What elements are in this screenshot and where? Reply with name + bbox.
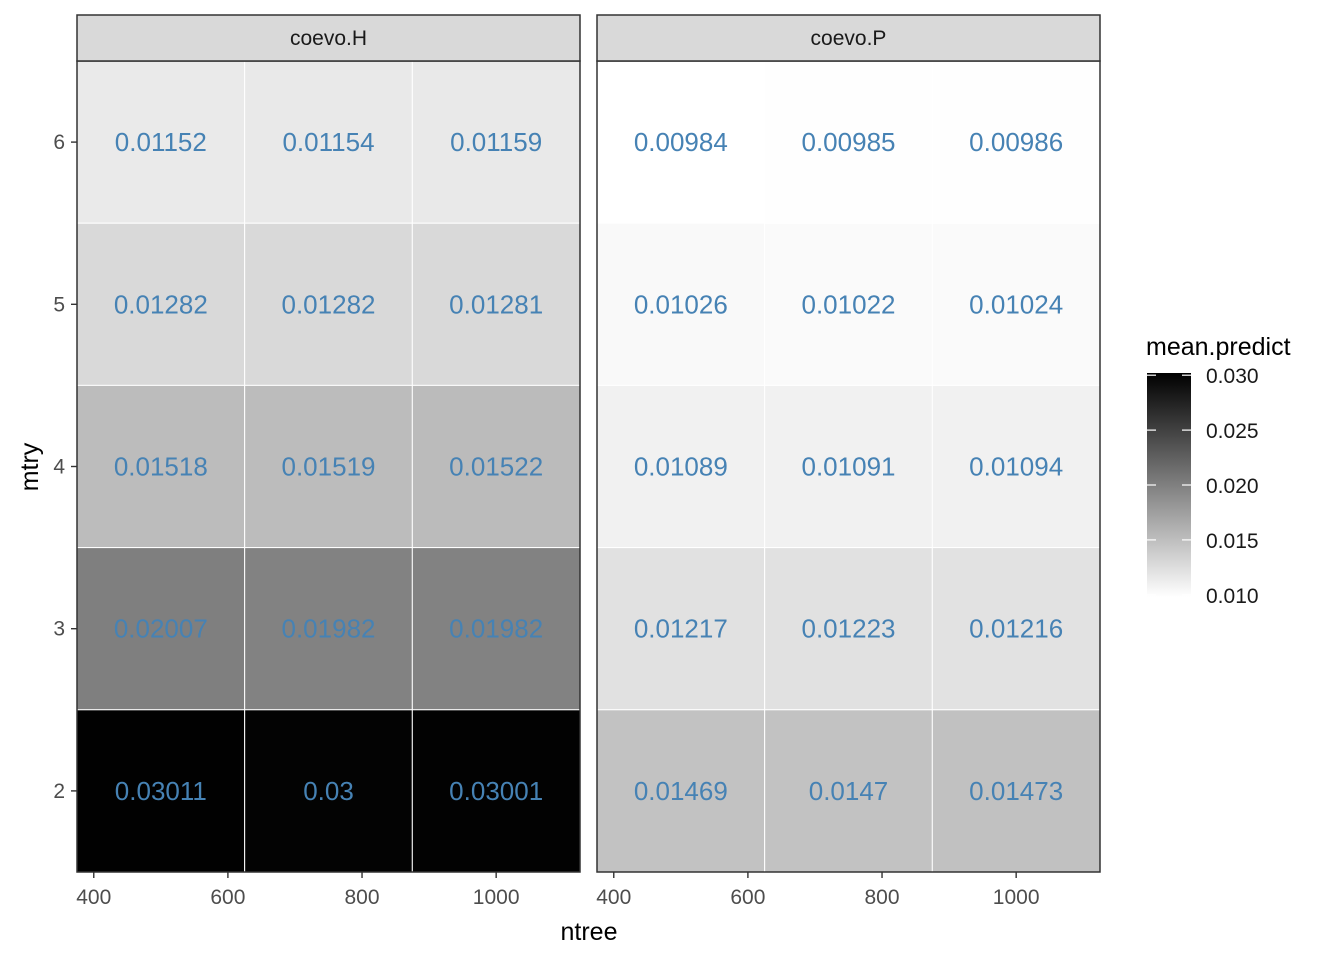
tile-value-label: 0.01022 — [802, 289, 896, 319]
legend-break-label: 0.010 — [1206, 585, 1259, 608]
heatmap-tile — [244, 709, 413, 873]
y-axis-title: mtry — [16, 442, 44, 491]
legend-break-label: 0.030 — [1206, 365, 1259, 388]
tile-value-label: 0.01089 — [634, 452, 728, 482]
y-tick-label: 2 — [53, 780, 65, 803]
heatmap-tile — [411, 547, 581, 711]
legend-break-label: 0.015 — [1206, 530, 1259, 553]
legend-break-label: 0.020 — [1206, 475, 1259, 498]
tile-value-label: 0.01159 — [450, 127, 542, 157]
heatmap-tile — [764, 709, 933, 873]
heatmap-tile — [764, 60, 933, 224]
heatmap-tile — [244, 547, 413, 711]
x-axis-title: ntree — [561, 918, 618, 946]
y-tick-label: 4 — [53, 456, 65, 479]
tile-value-label: 0.01469 — [634, 776, 728, 806]
x-tick-label: 600 — [210, 886, 245, 909]
tile-value-label: 0.03 — [303, 776, 354, 806]
heatmap-tile — [411, 384, 581, 549]
tile-value-label: 0.01982 — [282, 614, 376, 644]
tile-value-label: 0.01518 — [114, 452, 208, 482]
y-tick-label: 5 — [53, 293, 65, 316]
panel-coevo.P: 0.00984 0.00985 0.00986 0.01026 0.01022 0.010… — [596, 14, 1101, 909]
tile-value-label: 0.01223 — [802, 614, 896, 644]
heatmap-tile — [76, 547, 246, 711]
heatmap-tile — [596, 222, 766, 386]
panels: 0.01152 0.01154 0.01159 0.01282 0.01282 0.012… — [53, 14, 1101, 909]
tile-value-label: 0.0147 — [809, 776, 889, 806]
heatmap-tile — [596, 384, 766, 549]
heatmap-tile — [76, 222, 246, 386]
heatmap-tile — [411, 709, 581, 873]
tile-value-label: 0.01473 — [969, 776, 1063, 806]
tile-value-label: 0.01281 — [449, 289, 543, 319]
x-tick-label: 1000 — [473, 886, 520, 909]
heatmap-tile — [764, 222, 933, 386]
heatmap-tile — [764, 384, 933, 549]
tile-value-label: 0.01216 — [969, 614, 1063, 644]
legend-title: mean.predict — [1146, 333, 1291, 361]
heatmap-tile — [596, 709, 766, 873]
tile-value-label: 0.03011 — [115, 776, 207, 806]
tile-value-label: 0.00984 — [634, 127, 728, 157]
facet-strip-label: coevo.H — [290, 27, 367, 50]
heatmap-tile — [931, 709, 1101, 873]
x-tick-label: 400 — [596, 886, 631, 909]
tile-value-label: 0.01519 — [282, 452, 376, 482]
heatmap-tile — [931, 222, 1101, 386]
tile-value-label: 0.01026 — [634, 289, 728, 319]
tile-value-label: 0.01152 — [115, 127, 207, 157]
tile-value-label: 0.01024 — [969, 289, 1063, 319]
heatmap-tile — [411, 222, 581, 386]
tile-value-label: 0.02007 — [114, 614, 208, 644]
heatmap-tile — [764, 547, 933, 711]
tile-value-label: 0.01217 — [634, 614, 728, 644]
tile-value-label: 0.00985 — [802, 127, 896, 157]
tile-value-label: 0.01154 — [282, 127, 374, 157]
tile-value-label: 0.01982 — [449, 614, 543, 644]
tile-value-label: 0.01094 — [969, 452, 1063, 482]
y-tick-label: 3 — [53, 618, 65, 641]
heatmap-tile — [76, 384, 246, 549]
tile-value-label: 0.01091 — [802, 452, 896, 482]
facet-strip — [76, 14, 581, 62]
panel-coevo.H: 0.01152 0.01154 0.01159 0.01282 0.01282 0.012… — [53, 14, 581, 909]
heatmap-tile — [244, 60, 413, 224]
x-tick-label: 800 — [865, 886, 900, 909]
facet-strip — [596, 14, 1101, 62]
tile-value-label: 0.01522 — [449, 452, 543, 482]
heatmap-tile — [596, 547, 766, 711]
facet-strip-label: coevo.P — [811, 27, 887, 50]
tile-value-label: 0.01282 — [114, 289, 208, 319]
heatmap-tile — [244, 384, 413, 549]
x-tick-label: 1000 — [993, 886, 1040, 909]
heatmap-tile — [76, 709, 246, 873]
heatmap-tile — [76, 60, 246, 224]
legend: mean.predict 0.030 0.025 0.020 0.015 0.010 — [1146, 333, 1291, 608]
x-tick-label: 800 — [345, 886, 380, 909]
tile-value-label: 0.03001 — [449, 776, 543, 806]
tile-value-label: 0.00986 — [969, 127, 1063, 157]
heatmap-tile — [411, 60, 581, 224]
tile-value-label: 0.01282 — [282, 289, 376, 319]
legend-break-label: 0.025 — [1206, 420, 1259, 443]
heatmap-tile — [244, 222, 413, 386]
x-tick-label: 600 — [730, 886, 765, 909]
x-tick-label: 400 — [76, 886, 111, 909]
y-tick-label: 6 — [53, 131, 65, 154]
